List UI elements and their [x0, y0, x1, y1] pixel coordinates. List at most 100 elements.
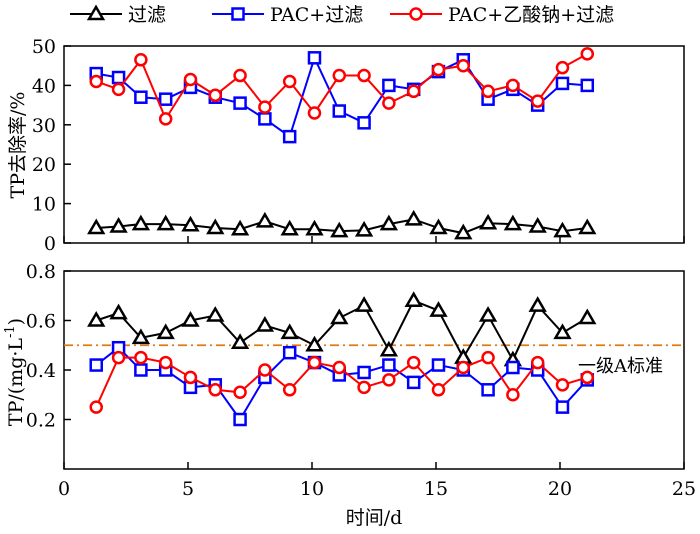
- top-series-2-point: [158, 112, 173, 126]
- top-series-2-point: [233, 68, 247, 83]
- bottom-series-0-point: [528, 296, 547, 312]
- bottom-series-2-point: [258, 363, 272, 377]
- bottom-series-2-point: [555, 378, 570, 392]
- bottom-y-tick-label: 0.6: [26, 311, 56, 333]
- top-y-tick-label: 40: [32, 75, 56, 97]
- top-series-0-point: [528, 216, 547, 233]
- bottom-series-2-point: [456, 360, 471, 375]
- reference-line-group: 一级A标准: [64, 344, 684, 377]
- bottom-series-2-point: [406, 355, 421, 370]
- top-series-1-point: [307, 51, 322, 65]
- legend-item-2: PAC+乙酸钠+过滤: [390, 4, 614, 26]
- legend-marker-0: [86, 4, 106, 21]
- top-series-0-point: [109, 216, 128, 233]
- bottom-series-1: [89, 340, 595, 427]
- top-series-0: [87, 209, 597, 240]
- top-series-2-point: [357, 68, 371, 83]
- top-series-1-point: [158, 92, 173, 106]
- bottom-x-ticks: 0 5 10 15 20 25: [58, 478, 696, 500]
- bottom-series-1-point: [481, 383, 495, 397]
- top-series-0-point: [379, 214, 399, 231]
- legend-label-0: 过滤: [128, 4, 166, 26]
- bottom-y-tick-label: 0.8: [26, 261, 56, 283]
- bottom-series-1-point: [506, 360, 520, 375]
- bottom-series-0-point: [109, 303, 128, 320]
- bottom-series-0-point: [478, 306, 498, 322]
- top-series-0-point: [87, 218, 106, 235]
- bottom-series-0-point: [131, 328, 151, 345]
- top-series-0-point: [131, 214, 151, 231]
- bottom-series-2-point: [481, 350, 495, 365]
- top-y-axis-label: TP去除率/%: [7, 92, 29, 199]
- bottom-series-1-point: [282, 345, 297, 360]
- top-series-1-point: [111, 70, 126, 85]
- top-series-0-point: [181, 215, 200, 232]
- bottom-series-2-point: [431, 383, 446, 397]
- bottom-series-1-point: [406, 375, 421, 390]
- top-series-0-point: [330, 221, 349, 238]
- bottom-series-2-point: [183, 370, 198, 385]
- x-tick-label: 10: [300, 478, 324, 500]
- top-series-0-point: [280, 219, 299, 236]
- bottom-series-2-point: [158, 355, 173, 370]
- reference-line-label: 一级A标准: [578, 356, 663, 377]
- top-panel: 0 10 20 30 40 50 TP去除率/%: [7, 36, 685, 255]
- top-series-1-point: [382, 78, 396, 93]
- top-series-2: [89, 47, 595, 126]
- bottom-series-0-point: [280, 323, 299, 340]
- bottom-series-1-point: [89, 358, 103, 372]
- bottom-series-0-point: [553, 323, 572, 340]
- top-series-2-point: [307, 106, 322, 120]
- top-series-0-point: [553, 221, 572, 238]
- bottom-series-1-point: [357, 365, 371, 380]
- top-series-0-point: [255, 211, 275, 228]
- top-y-tick-label: 20: [32, 154, 56, 176]
- bottom-series-1-point: [431, 358, 446, 372]
- top-y-tick-label: 50: [32, 36, 56, 58]
- x-tick-label: 20: [548, 478, 572, 500]
- top-series-2-point: [506, 78, 520, 93]
- bottom-series-0-point: [305, 335, 324, 352]
- bottom-series-1-point: [382, 358, 396, 372]
- top-series-2-point: [332, 68, 347, 83]
- top-series-0-point: [354, 220, 374, 237]
- top-series-1-point: [357, 116, 371, 130]
- bottom-series-0: [87, 291, 597, 367]
- top-series-2-point: [481, 84, 495, 99]
- top-y-tick-label: 30: [32, 115, 56, 137]
- legend-marker-2: [409, 7, 423, 21]
- bottom-series-2-point: [111, 350, 126, 365]
- top-series-1-point: [134, 90, 148, 104]
- top-series-2-point: [258, 100, 272, 114]
- legend-marker-1: [231, 7, 245, 21]
- top-series-1-point: [580, 78, 595, 93]
- bottom-y-tick-label: 0.4: [26, 360, 56, 382]
- bottom-series-0-point: [156, 323, 175, 340]
- bottom-y-axis-label-tail: ): [5, 318, 27, 325]
- top-series-0-point: [156, 214, 175, 231]
- bottom-series-2-point: [382, 373, 396, 387]
- top-series-1-point: [233, 96, 247, 110]
- legend-item-0: 过滤: [70, 4, 166, 26]
- legend: 过滤 PAC+过滤 PAC+乙酸钠+过滤: [70, 4, 614, 26]
- bottom-y-axis-label-main: TP/(mg·L: [5, 338, 27, 426]
- bottom-series-0-point: [230, 333, 250, 350]
- bottom-series-1-point: [233, 412, 247, 427]
- top-series-2-point: [456, 58, 471, 73]
- bottom-series-1-point: [555, 400, 570, 414]
- bottom-series-0-point: [404, 291, 423, 307]
- top-series-2-point: [89, 74, 103, 89]
- bottom-y-ticks: 0.2 0.4 0.6 0.8: [26, 261, 685, 469]
- top-series-2-point: [382, 96, 396, 110]
- top-y-tick-label: 0: [44, 233, 56, 255]
- top-series-2-point: [208, 88, 223, 102]
- top-series-2-point: [111, 82, 126, 97]
- x-tick-label: 0: [58, 478, 70, 500]
- top-series-2-point: [183, 72, 198, 87]
- bottom-y-axis-label: TP/(mg·L-1): [3, 318, 27, 426]
- bottom-series-0-point: [255, 315, 275, 332]
- top-series-0-point: [578, 218, 597, 235]
- bottom-series-0-point: [354, 296, 374, 312]
- top-series-1: [89, 51, 595, 144]
- bottom-series-2: [89, 350, 595, 414]
